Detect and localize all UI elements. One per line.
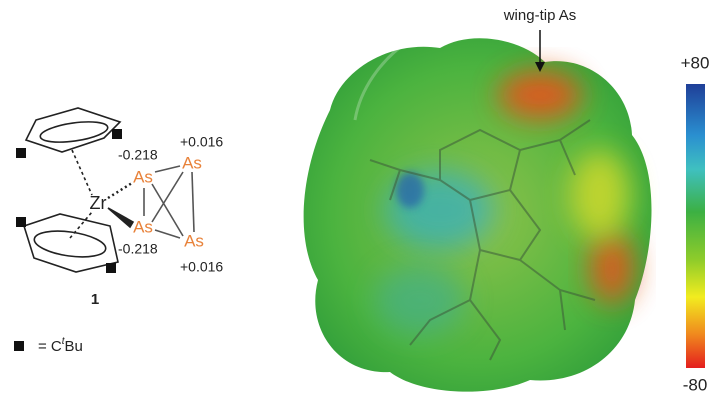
bond [108,183,132,198]
atom-label: As [133,217,153,236]
bond [155,166,180,172]
legend-suffix: Bu [65,338,83,355]
esp-map: wing-tip As [304,7,652,392]
bond [192,172,194,232]
tbu-marker [106,263,116,273]
charge-label: +0.016 [180,259,223,275]
bond [152,184,183,236]
esp-negative-region [590,232,634,304]
charge-label: +0.016 [180,134,223,150]
figure: Zr As As As As -0.218 +0.016 -0.218 +0.0… [0,0,713,399]
cp-ring-bottom [24,214,118,272]
bond [155,230,180,238]
legend-marker [14,341,24,351]
legend-text: = CtBu [38,336,83,355]
atom-label: As [133,167,153,186]
colorbar-min-label: -80 [683,375,708,394]
metal-label: Zr [90,193,107,213]
annotation: wing-tip As [503,7,577,24]
cp-ring-bottom-inner [33,227,108,261]
atom-label: As [184,231,204,250]
charge-label: -0.218 [118,241,158,257]
tbu-marker [16,217,26,227]
compound-label: 1 [91,291,99,308]
tbu-marker [112,129,122,139]
colorbar [686,84,705,368]
tbu-marker [16,148,26,158]
esp-positive-region [396,172,424,208]
structure [24,108,194,272]
bond [108,208,133,227]
atom-label: As [182,153,202,172]
legend-prefix: = C [38,338,62,355]
colorbar-max-label: +80 [681,53,710,72]
cp-ring-top-inner [39,118,109,145]
esp-region [570,150,630,240]
charge-label: -0.218 [118,147,158,163]
tbu-markers [14,129,122,351]
esp-region [375,265,465,335]
bond [152,172,183,222]
bond [72,150,92,195]
esp-negative-region [498,71,582,119]
